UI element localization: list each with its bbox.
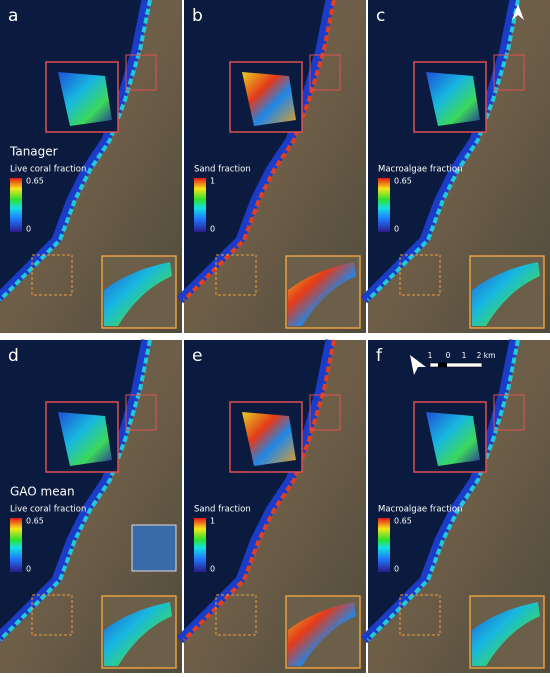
inset-top-box [493,54,525,91]
inset-top-reef [242,72,296,126]
colorbar-min: 0 [394,225,399,234]
panel-letter: f [376,346,383,366]
land [368,340,550,673]
reef [0,0,152,302]
colorbar [194,178,206,232]
reef [366,0,520,302]
colorbar-label: Sand fraction [194,165,251,175]
inset-bottom-reef [472,602,540,666]
scale-label: 1 [462,351,467,360]
inset-top-box [125,394,157,431]
colorbar-max: 0.65 [394,177,412,186]
panel-title: GAO mean [10,485,75,499]
colorbar-max: 1 [210,177,215,186]
locator-map [131,524,177,572]
inset-bottom-reef [288,262,356,326]
inset-bottom-box [215,594,257,636]
inset-bottom-reef [104,262,172,326]
colorbar [378,178,390,232]
map-panel: b Sand fraction 1 0 [176,0,366,333]
colorbar-max: 0.65 [26,177,44,186]
colorbar-label: Live coral fraction [10,165,86,175]
colorbar-label: Sand fraction [194,505,251,515]
panel-letter: b [192,6,203,26]
colorbar-max: 1 [210,517,215,526]
inset-top-box [493,394,525,431]
inset-top-reef [426,412,480,466]
reef [182,0,336,302]
land [184,340,366,673]
panel-letter: e [192,346,202,366]
colorbar-min: 0 [26,225,31,234]
panel-letter: c [376,6,385,26]
scale-label: 2 km [477,351,496,360]
colorbar-label: Macroalgae fraction [378,505,462,515]
north-arrow [512,4,524,20]
reef [366,339,520,642]
colorbar-label: Macroalgae fraction [378,165,462,175]
colorbar-min: 0 [26,565,31,574]
reef-outer [176,0,335,304]
inset-bottom-box [399,254,441,296]
land [0,340,182,673]
land [184,0,366,333]
map-panel: e Sand fraction 1 0 [176,339,366,673]
land [368,0,550,333]
inset-bottom-box [399,594,441,636]
inset-bottom-box [31,254,73,296]
inset-bottom-box [31,594,73,636]
colorbar-min: 0 [210,225,215,234]
colorbar-label: Live coral fraction [10,505,86,515]
colorbar [10,178,22,232]
scale-label: 1 [428,351,433,360]
inset-bottom-reef [472,262,540,326]
reef-outer [0,339,151,643]
map-panel: f Macroalgae fraction 0.65 0 1 0 1 2 km [360,339,550,673]
colorbar [194,518,206,572]
colorbar [10,518,22,572]
map-panel: d GAO mean Live coral fraction 0.65 0 [0,339,182,673]
inset-bottom-box [215,254,257,296]
inset-top-reef [242,412,296,466]
north-arrow [410,355,426,375]
inset-top-box [309,394,341,431]
reef-outer [360,0,519,304]
scale-label: 0 [446,351,451,360]
colorbar-max: 0.65 [394,517,412,526]
colorbar-min: 0 [210,565,215,574]
inset-top-box [309,54,341,91]
panel-title: Tanager [9,145,58,159]
panel-letter: a [8,6,18,26]
inset-top-box [125,54,157,91]
map-panel: c Macroalgae fraction 0.65 0 [360,0,550,333]
colorbar [378,518,390,572]
inset-top-reef [58,412,112,466]
colorbar-max: 0.65 [26,517,44,526]
inset-top-reef [426,72,480,126]
reef-outer [0,0,151,303]
land [0,0,182,333]
colorbar-min: 0 [394,565,399,574]
inset-top-reef [58,72,112,126]
map-panel: a Tanager Live coral fraction 0.65 0 [0,0,182,333]
reef-outer [360,339,519,644]
scale-bar-seg [438,363,447,367]
scale-bar [429,362,483,368]
reef [0,339,152,642]
reef [182,339,336,642]
reef-outer [176,339,335,644]
panel-letter: d [8,346,19,366]
inset-bottom-reef [288,602,356,666]
inset-bottom-reef [104,602,172,666]
